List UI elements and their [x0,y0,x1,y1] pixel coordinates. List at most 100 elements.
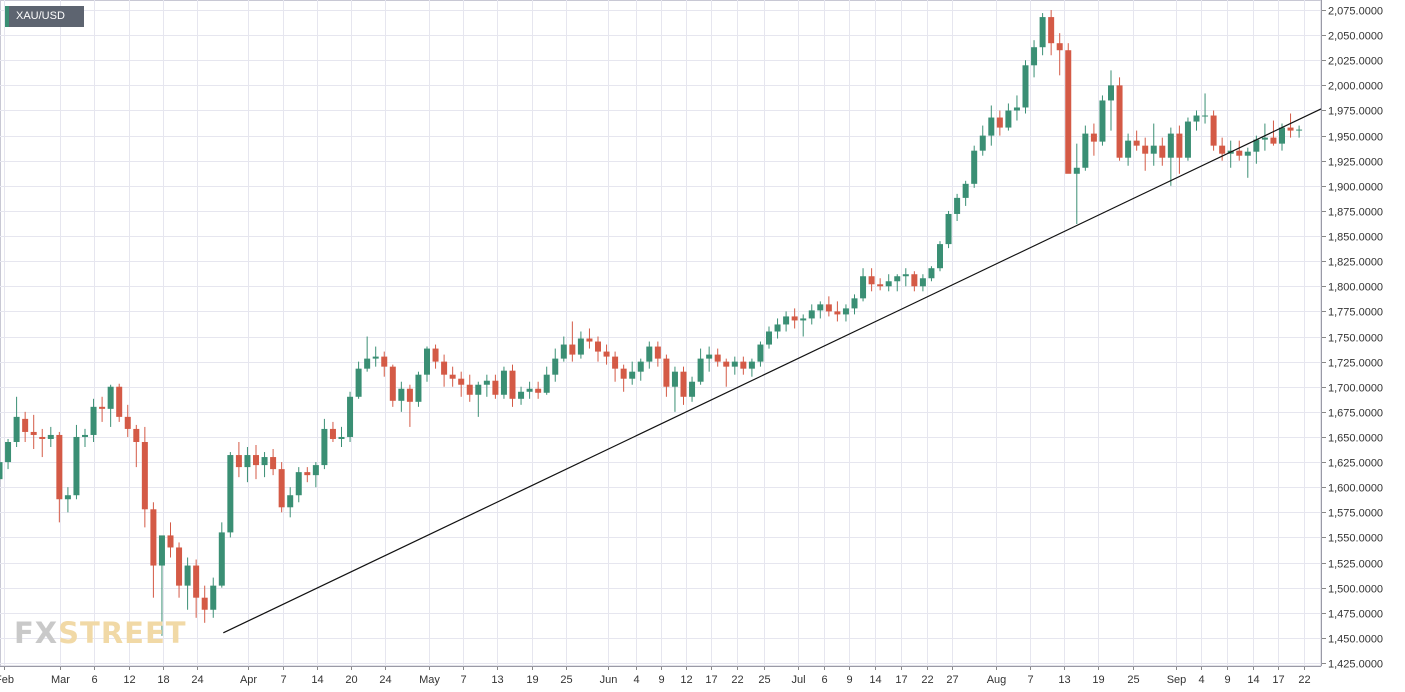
candle-body [1031,47,1038,66]
candle-body [278,469,285,508]
candle [526,381,533,399]
candle-body [1253,139,1260,152]
x-tick-label: Mar [51,674,70,686]
candle-body [620,368,627,379]
candle [1116,77,1123,161]
candle [1133,130,1140,151]
candle-body [295,472,302,496]
candle [646,341,653,369]
candle-body [1056,43,1063,51]
candle-body [372,356,379,359]
x-tick-label: Jun [600,674,618,686]
candle-body [996,117,1003,128]
candle [227,452,234,538]
x-tick-label: 20 [345,674,357,686]
candle-body [629,371,636,379]
candle-body [304,472,311,476]
candle-body [757,344,764,362]
candle-body [834,311,841,315]
candle [22,411,29,442]
candle-body [783,316,790,325]
x-tick-label: 18 [157,674,169,686]
candle [5,438,12,470]
x-tick-label: 24 [191,674,203,686]
candle [552,348,559,382]
candle [270,449,277,476]
y-tick-label: 1,425.0000 [1328,659,1383,671]
candle-body [1176,133,1183,158]
candle [595,336,601,362]
candle [47,426,54,448]
candle-body [5,441,12,463]
candle [518,386,525,405]
candle [415,371,422,407]
candle [124,404,131,437]
y-tick-label: 1,875.0000 [1328,207,1383,219]
candle [535,381,542,399]
candle [141,426,148,528]
y-tick-label: 1,475.0000 [1328,609,1383,621]
logo-part-street: STREET [58,616,187,650]
candle [689,376,696,402]
candle [304,467,311,483]
candle [612,351,619,382]
candle [1125,133,1132,166]
candle [133,424,140,468]
candle [1202,93,1209,124]
x-tick-label: 14 [311,674,323,686]
candle-body [860,276,867,299]
candle [962,180,969,206]
candle-body [73,436,80,496]
candle [210,577,217,618]
y-tick-label: 1,525.0000 [1328,559,1383,571]
candle-body [176,547,183,586]
candle [1013,95,1020,121]
candle [1176,125,1183,174]
candle [954,193,961,221]
candle-body [1296,129,1303,131]
candle [312,462,319,488]
candle-body [894,276,901,282]
candle [1142,137,1149,171]
candle-body [398,388,405,401]
x-tick-label: 22 [921,674,933,686]
candle-body [1261,137,1268,140]
x-tick-label: 12 [123,674,135,686]
candle [783,311,790,332]
candle [500,366,507,399]
x-tick-label: 6 [91,674,97,686]
candle-body [671,371,678,387]
candle [1005,103,1012,131]
candle [1184,117,1191,161]
candle-body [825,304,832,312]
candle-body [1082,133,1089,168]
candle-body [543,374,550,393]
chart-grid [0,0,1322,667]
candle-body [432,348,439,362]
candle [1031,40,1038,78]
x-tick-label: 14 [1247,674,1259,686]
candlestick-series [0,10,1303,636]
candle-body [415,374,422,402]
candle [39,428,46,458]
candle-body [535,388,542,393]
candle-body [406,388,413,402]
candle-body [287,495,294,508]
candle-body [424,348,430,375]
candle [466,374,473,402]
candle [1056,33,1063,76]
x-tick-label: 7 [460,674,466,686]
candle-body [90,406,97,435]
candle-body [800,318,807,321]
candle [90,398,97,442]
candle [389,364,396,407]
x-tick-label: 17 [1272,674,1284,686]
candle-body [740,361,747,369]
candle [860,268,867,302]
candle-body [1184,121,1191,158]
candle-body [1159,145,1166,158]
candle-body [133,428,140,442]
candle [82,428,88,448]
candle [278,462,285,513]
